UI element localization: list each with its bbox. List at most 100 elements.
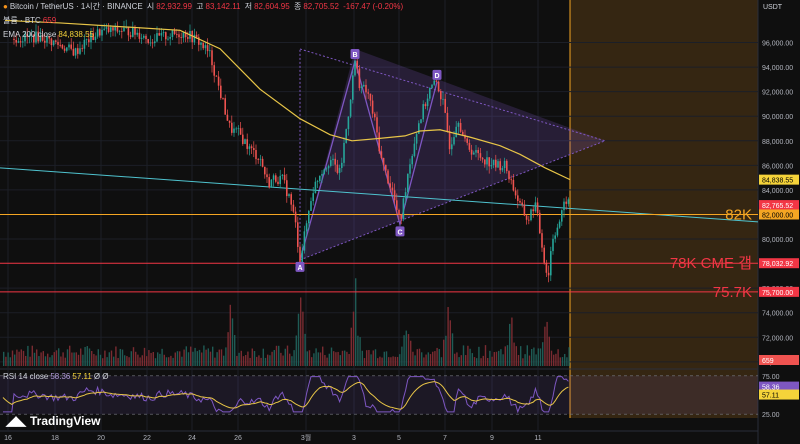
candle-body	[140, 37, 143, 39]
volume-bar	[346, 351, 348, 366]
candle-body	[323, 169, 325, 174]
volume-bar	[311, 357, 313, 366]
price-axis-panel	[758, 0, 800, 444]
candle-body	[473, 152, 475, 155]
volume-bar	[355, 278, 357, 366]
candle-body	[334, 158, 336, 165]
candle-body	[96, 29, 99, 37]
candle-body	[545, 262, 548, 273]
candle-body	[165, 32, 167, 40]
candle-body	[510, 179, 512, 181]
volume-badge-bg	[759, 355, 799, 365]
candle-body	[259, 158, 262, 160]
volume-bar	[196, 351, 198, 366]
candle-body	[550, 251, 552, 276]
volume-bar	[462, 345, 465, 366]
tradingview-logo[interactable]: ◢◣ TradingView	[6, 413, 100, 429]
volume-bar	[478, 346, 480, 366]
candle-body	[268, 177, 270, 188]
rsi-badge: 57.11	[762, 393, 779, 400]
volume-bar	[568, 347, 570, 366]
volume-bar	[480, 358, 482, 366]
candle-body	[312, 193, 314, 202]
ema-legend[interactable]: EMA 200 close 84,838.55	[3, 30, 96, 40]
volume-bar	[363, 358, 366, 366]
volume-bar	[322, 346, 324, 366]
volume-bar	[225, 347, 227, 366]
volume-bar	[97, 349, 99, 366]
rsi-legend[interactable]: RSI 14 close 58.36 57.11 Ø Ø	[3, 372, 111, 382]
volume-bar	[401, 346, 403, 366]
candle-body	[446, 112, 449, 132]
price-tick-label: 96,000.00	[762, 41, 793, 48]
price-tick-label: 86,000.00	[762, 163, 793, 170]
candle-body	[171, 29, 174, 38]
volume-bar	[16, 349, 18, 366]
volume-bar	[236, 355, 238, 366]
candle-body	[503, 160, 506, 169]
candle-body	[68, 44, 70, 48]
candle-body	[184, 31, 187, 38]
volume-bar	[559, 357, 561, 366]
volume-bar	[440, 357, 443, 366]
volume-bar	[357, 335, 359, 366]
volume-bar	[124, 355, 126, 366]
volume-bar	[445, 335, 447, 366]
annotation-label: 78K CME 갭	[670, 255, 752, 272]
candle-body	[343, 142, 345, 163]
volume-bar	[190, 346, 192, 366]
candle-body	[261, 158, 264, 167]
volume-bar	[403, 335, 405, 366]
ema-label: EMA 200 close	[3, 30, 57, 39]
volume-bar	[269, 355, 271, 366]
candle-body	[409, 164, 411, 174]
symbol-title[interactable]: Bitcoin / TetherUS · 1시간 · BINANCE	[9, 2, 143, 11]
candle-body	[376, 117, 378, 133]
candle-body	[492, 159, 495, 166]
time-tick-label: 11	[534, 435, 541, 442]
volume-bar	[38, 356, 40, 366]
volume-bar	[141, 355, 143, 366]
candle-body	[426, 98, 429, 107]
candle-body	[532, 209, 534, 212]
volume-bar	[91, 350, 93, 366]
volume-bar	[432, 351, 434, 366]
candle-body	[519, 200, 521, 203]
candle-body	[429, 88, 431, 99]
level-badge: 75,700.00	[762, 290, 793, 297]
candle-body	[233, 128, 235, 133]
volume-bar	[262, 348, 264, 366]
candle-body	[363, 84, 365, 87]
volume-bar	[447, 307, 449, 366]
volume-bar	[304, 333, 306, 366]
volume-bar	[209, 351, 212, 366]
volume-bar	[229, 304, 231, 366]
volume-bar	[75, 352, 77, 366]
volume-bar	[5, 356, 7, 366]
volume-bar	[130, 351, 132, 366]
volume-bar	[117, 357, 119, 366]
candle-body	[563, 201, 565, 211]
candle-body	[382, 157, 385, 165]
volume-bar	[80, 348, 82, 366]
candle-body	[462, 131, 464, 135]
candle-body	[490, 165, 493, 167]
candle-body	[167, 38, 169, 40]
volume-bar	[161, 348, 163, 366]
volume-bar	[29, 356, 31, 366]
candle-body	[321, 173, 323, 176]
volume-bar	[33, 352, 36, 366]
volume-bar	[561, 357, 564, 366]
volume-bar	[179, 351, 181, 366]
candle-body	[81, 48, 83, 50]
volume-bar	[106, 357, 108, 366]
volume-legend[interactable]: 볼륨 · BTC 659	[3, 16, 58, 26]
volume-bar	[317, 352, 319, 366]
candle-body	[110, 27, 112, 32]
volume-value: 659	[42, 16, 57, 25]
candle-body	[26, 33, 28, 37]
volume-bar	[47, 353, 49, 366]
volume-bar	[291, 356, 293, 366]
volume-bar	[223, 355, 225, 366]
